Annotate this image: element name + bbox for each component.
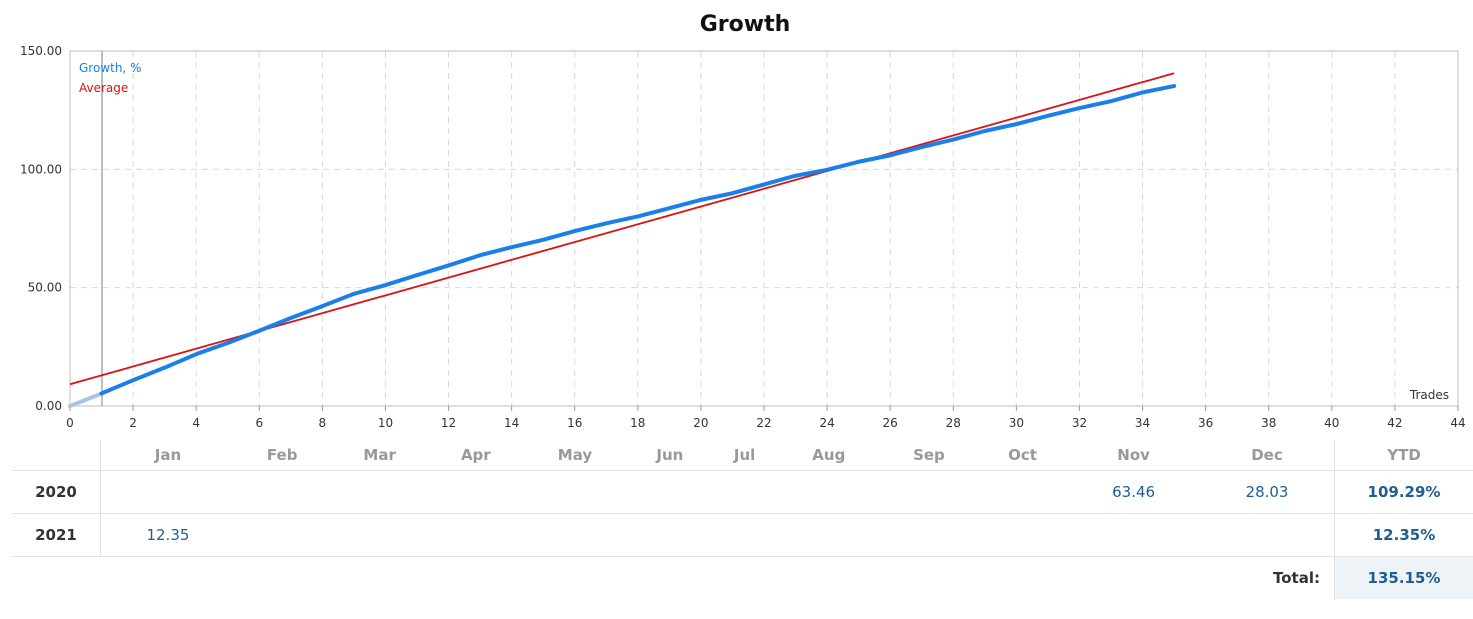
- month-value: [777, 470, 880, 514]
- y-axis-ticks: 0.00 50.00 100.00 150.00: [20, 44, 62, 413]
- month-value: [1067, 513, 1201, 557]
- month-value: [711, 513, 778, 557]
- x-tick-label: 18: [630, 416, 645, 430]
- grid-lines: [70, 51, 1458, 406]
- year-cell: 2020: [12, 470, 101, 514]
- x-tick-label: 44: [1450, 416, 1465, 430]
- month-header: Mar: [363, 446, 396, 464]
- x-axis-ticks: 0 2 4 6 8 10 12 14 16 18 20 22 24 26 28 30 32 34 36 38 40 42 4…: [66, 406, 1466, 430]
- month-value: [879, 470, 978, 514]
- month-value: 63.46: [1067, 470, 1201, 514]
- month-value: [879, 513, 978, 557]
- series-line-average: [69, 72, 1175, 386]
- month-header: May: [557, 446, 593, 464]
- month-header: Dec: [1251, 446, 1283, 464]
- x-tick-label: 26: [883, 416, 898, 430]
- month-value: [429, 513, 522, 557]
- x-tick-label: 32: [1072, 416, 1087, 430]
- chart-title: Growth: [699, 12, 791, 37]
- month-value: [329, 470, 430, 514]
- total-row: Total: 135.15%: [12, 556, 1473, 599]
- ytd-value: 109.29%: [1334, 470, 1473, 514]
- ytd-value: 12.35%: [1334, 513, 1473, 557]
- month-value: [234, 470, 330, 514]
- ytd-header: YTD: [1334, 440, 1473, 471]
- month-value: [628, 470, 712, 514]
- series-line-growth: [99, 84, 1177, 396]
- month-header: Apr: [460, 446, 491, 464]
- month-header: Nov: [1117, 446, 1150, 464]
- x-tick-label: 36: [1198, 416, 1213, 430]
- x-tick-label: 38: [1261, 416, 1276, 430]
- year-cell: 2021: [12, 513, 101, 557]
- table-header-row: Jan Feb Mar Apr May Jun Jul Aug Sep Oct …: [12, 440, 1473, 471]
- month-value: [521, 513, 629, 557]
- monthly-growth-table: Jan Feb Mar Apr May Jun Jul Aug Sep Oct …: [12, 440, 1473, 599]
- x-tick-label: 22: [756, 416, 771, 430]
- x-tick-label: 28: [946, 416, 961, 430]
- month-value: [1200, 513, 1335, 557]
- series-line-growth-start: [68, 391, 104, 408]
- month-header: Feb: [266, 446, 298, 464]
- total-value: 135.15%: [1334, 556, 1473, 599]
- legend-average: Average: [79, 81, 128, 95]
- x-tick-label: 14: [504, 416, 519, 430]
- x-tick-label: 2: [129, 416, 137, 430]
- x-tick-label: 30: [1009, 416, 1024, 430]
- month-header: Jan: [154, 446, 182, 464]
- year-column-header: [12, 440, 101, 471]
- month-value: [777, 513, 880, 557]
- month-value: [521, 470, 629, 514]
- month-header: Jul: [733, 446, 756, 464]
- month-value: [711, 470, 778, 514]
- total-label: Total:: [12, 556, 1335, 599]
- y-tick-label: 50.00: [28, 281, 62, 295]
- x-axis-label: Trades: [1409, 388, 1449, 402]
- x-tick-label: 34: [1135, 416, 1150, 430]
- month-header: Oct: [1008, 446, 1037, 464]
- x-tick-label: 6: [255, 416, 263, 430]
- month-value: 12.35: [100, 513, 235, 557]
- x-tick-label: 16: [567, 416, 582, 430]
- month-value: [234, 513, 330, 557]
- month-value: [628, 513, 712, 557]
- month-value: [978, 513, 1068, 557]
- month-header: Sep: [913, 446, 945, 464]
- x-tick-label: 24: [819, 416, 834, 430]
- x-tick-label: 20: [693, 416, 708, 430]
- x-tick-label: 0: [66, 416, 74, 430]
- x-tick-label: 40: [1324, 416, 1339, 430]
- x-tick-label: 12: [441, 416, 456, 430]
- x-tick-label: 8: [319, 416, 327, 430]
- month-header: Jun: [656, 446, 684, 464]
- table-row: 2020 63.46 28.03 109.29%: [12, 470, 1473, 514]
- month-value: [978, 470, 1068, 514]
- legend-growth: Growth, %: [79, 61, 141, 75]
- month-value: 28.03: [1200, 470, 1335, 514]
- x-tick-label: 4: [192, 416, 200, 430]
- month-value: [429, 470, 522, 514]
- x-tick-label: 10: [378, 416, 393, 430]
- growth-chart: 0 2 4 6 8 10 12 14 16 18 20 22 24 26 28 30 32 34 36 38 40 42 4…: [20, 44, 1466, 430]
- y-tick-label: 0.00: [35, 399, 62, 413]
- series-group: [68, 72, 1177, 408]
- month-header: Aug: [812, 446, 846, 464]
- table-row: 2021 12.35 12.35%: [12, 513, 1473, 557]
- month-value: [100, 470, 235, 514]
- x-tick-label: 42: [1387, 416, 1402, 430]
- month-value: [329, 513, 430, 557]
- y-tick-label: 100.00: [20, 162, 62, 176]
- y-tick-label: 150.00: [20, 44, 62, 58]
